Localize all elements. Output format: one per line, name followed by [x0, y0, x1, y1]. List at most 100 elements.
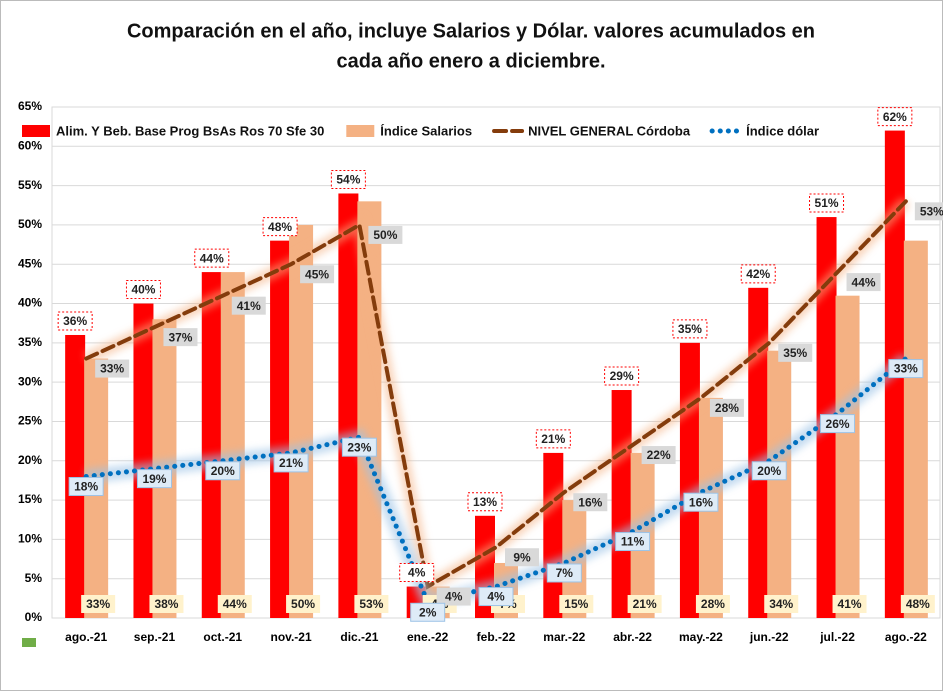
line-label: 16% — [578, 495, 602, 509]
bar-label-box — [57, 311, 93, 331]
bar — [611, 390, 632, 618]
bar-label: 40% — [131, 283, 155, 297]
y-tick-label: 10% — [18, 532, 42, 546]
line-label-box — [573, 493, 608, 512]
bar-label: 44% — [223, 597, 247, 611]
line-label-box — [410, 602, 446, 622]
bar-label-box — [149, 595, 184, 613]
bar-label: 36% — [63, 314, 87, 328]
y-tick-label: 40% — [18, 296, 42, 310]
x-tick-label: ago.-21 — [65, 630, 107, 644]
line-label: 18% — [74, 480, 98, 494]
line-label-box — [478, 587, 514, 607]
y-tick-label: 50% — [18, 217, 42, 231]
line-label: 50% — [373, 228, 397, 242]
line-label: 16% — [689, 495, 713, 509]
bar-label: 21% — [633, 597, 657, 611]
x-tick-label: ago.-22 — [885, 630, 927, 644]
line-label-box — [68, 476, 104, 496]
bar-label-box — [740, 264, 776, 284]
line-label: 53% — [920, 205, 943, 219]
bar-label: 4% — [408, 566, 426, 580]
line-label: 4% — [445, 590, 463, 604]
bar-label-box — [559, 595, 594, 613]
bar-label: 34% — [769, 597, 793, 611]
line-label: 9% — [513, 550, 531, 564]
y-tick-label: 45% — [18, 256, 42, 270]
bar — [679, 342, 700, 618]
bar-label-box — [809, 193, 845, 213]
bar-label-box — [877, 107, 913, 127]
icon — [22, 638, 36, 647]
line-label-box — [709, 398, 744, 417]
line-label-box — [751, 461, 787, 481]
bar — [270, 240, 291, 618]
line-label-box — [846, 273, 881, 292]
bar — [65, 334, 86, 618]
bar-label-box — [194, 248, 230, 268]
line-label: 33% — [100, 362, 124, 376]
line-label-box — [95, 359, 130, 378]
bar-label-box — [217, 595, 252, 613]
bar-label-box — [627, 595, 662, 613]
bar-label: 44% — [200, 251, 224, 265]
line-label-box — [231, 296, 266, 315]
line-label-box — [300, 265, 335, 284]
bar-label-box — [330, 169, 366, 189]
y-tick-label: 30% — [18, 374, 42, 388]
bar-label: 28% — [701, 597, 725, 611]
line-label-box — [914, 202, 943, 221]
x-tick-label: mar.-22 — [543, 630, 585, 644]
line-label: 41% — [237, 299, 261, 313]
chart-title: Comparación en el año, incluye Salarios … — [127, 20, 815, 42]
bar-label-box — [81, 595, 116, 613]
x-tick-label: ene.-22 — [407, 630, 449, 644]
y-tick-label: 5% — [25, 571, 43, 585]
bar-label-box — [467, 492, 503, 512]
line-label-box — [778, 343, 813, 362]
line-label-box — [273, 453, 309, 473]
line-label: 19% — [142, 472, 166, 486]
bar — [338, 193, 359, 618]
line-label-box — [641, 446, 676, 465]
bar-label-box — [125, 280, 161, 300]
line-label: 33% — [894, 362, 918, 376]
bar-label-box — [399, 563, 435, 583]
y-tick-label: 20% — [18, 453, 42, 467]
line-label-box — [136, 469, 172, 489]
x-tick-label: oct.-21 — [203, 630, 242, 644]
bar-label: 13% — [473, 495, 497, 509]
bar-label-box — [354, 595, 389, 613]
line-label-box — [505, 548, 539, 567]
bar-label-box — [535, 429, 571, 449]
bar — [748, 287, 769, 618]
bar — [220, 272, 245, 618]
line-label: 35% — [783, 346, 807, 360]
line — [83, 356, 909, 606]
bar-label: 15% — [564, 597, 588, 611]
bar — [835, 295, 860, 618]
bar-label: 35% — [678, 322, 702, 336]
bar-label: 51% — [815, 196, 839, 210]
line-label: 4% — [487, 590, 505, 604]
bar-label: 38% — [154, 597, 178, 611]
bar — [289, 224, 314, 618]
bar-label-box — [262, 217, 298, 237]
line-label: 21% — [279, 456, 303, 470]
bar-label-box — [672, 319, 708, 339]
bar-label: 29% — [610, 369, 634, 383]
legend-label: Índice dólar — [746, 123, 819, 138]
y-tick-label: 15% — [18, 492, 42, 506]
bar-label: 62% — [883, 110, 907, 124]
y-tick-label: 35% — [18, 335, 42, 349]
bar-label-box — [604, 366, 640, 386]
line — [84, 199, 908, 590]
line-label-box — [888, 359, 924, 379]
legend-swatch — [22, 125, 50, 137]
x-tick-label: nov.-21 — [271, 630, 312, 644]
bar-label-box — [832, 595, 867, 613]
line-label: 37% — [168, 330, 192, 344]
line-label: 28% — [715, 401, 739, 415]
line-label-box — [820, 414, 856, 434]
